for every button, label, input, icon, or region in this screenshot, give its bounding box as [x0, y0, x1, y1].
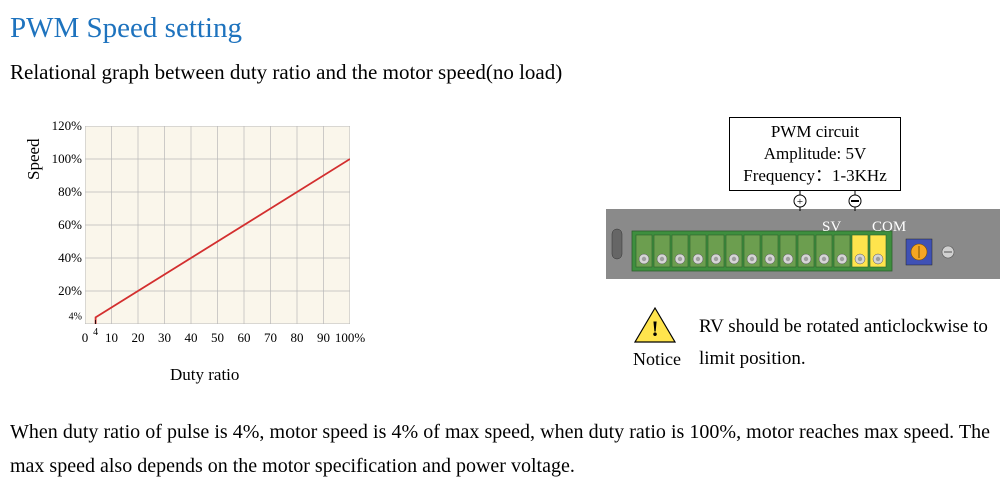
circuit-line-1: PWM circuit — [730, 121, 900, 143]
chart-x-tick: 0 — [82, 330, 89, 346]
plus-icon: + — [797, 196, 803, 208]
chart-y-tick: 100% — [42, 151, 82, 167]
warning-bang: ! — [651, 316, 658, 341]
notice-label: Notice — [633, 349, 681, 370]
pwm-circuit-box: PWM circuit Amplitude: 5V Frequency：1-3K… — [729, 117, 901, 191]
sv-terminal-label: SV — [822, 219, 841, 236]
circuit-line-2: Amplitude: 5V — [730, 143, 900, 165]
terminal-panel — [606, 209, 1000, 279]
chart-x-tick-small: 4 — [93, 327, 98, 338]
chart-x-tick: 40 — [185, 330, 198, 346]
chart-x-tick: 50 — [211, 330, 224, 346]
page-subtitle: Relational graph between duty ratio and … — [10, 60, 562, 85]
chart-x-tick: 70 — [264, 330, 277, 346]
chart-svg — [85, 126, 350, 324]
chart-x-axis-label: Duty ratio — [170, 365, 239, 385]
chart-y-tick: 20% — [42, 283, 82, 299]
notice-text: RV should be rotated anticlockwise to li… — [699, 311, 999, 376]
lead-negative — [838, 191, 872, 211]
body-paragraph: When duty ratio of pulse is 4%, motor sp… — [10, 415, 990, 483]
chart-x-tick: 20 — [132, 330, 145, 346]
chart-y-tick: 60% — [42, 217, 82, 233]
chart-x-tick: 60 — [238, 330, 251, 346]
page-title: PWM Speed setting — [10, 12, 242, 45]
terminal-svg — [606, 209, 1000, 279]
minus-icon — [851, 200, 859, 202]
com-terminal-label: COM — [872, 219, 906, 236]
chart-x-tick: 80 — [291, 330, 304, 346]
chart-plot-area — [85, 126, 350, 324]
chart-y-tick: 120% — [42, 118, 82, 134]
chart-y-tick: 80% — [42, 184, 82, 200]
page-root: PWM Speed setting Relational graph betwe… — [0, 0, 1000, 502]
warning-icon: ! — [633, 306, 677, 344]
chart-y-axis-label: Speed — [24, 138, 44, 180]
chart-y-tick-small: 4% — [42, 312, 82, 323]
chart-x-tick: 10 — [105, 330, 118, 346]
chart-x-ticks: 0102030405060708090100%4 — [85, 330, 350, 350]
duty-speed-chart: Speed 20%40%60%80%100%120%4% 01020304050… — [30, 120, 360, 390]
circuit-line-3: Frequency：1-3KHz — [730, 165, 900, 187]
chart-x-tick: 90 — [317, 330, 330, 346]
chart-x-tick: 30 — [158, 330, 171, 346]
chart-x-tick: 100% — [335, 330, 365, 346]
chart-y-tick: 40% — [42, 250, 82, 266]
chart-y-ticks: 20% 40% 60% 80% 100% 120% 4% — [42, 120, 82, 330]
lead-positive: + — [783, 191, 817, 211]
